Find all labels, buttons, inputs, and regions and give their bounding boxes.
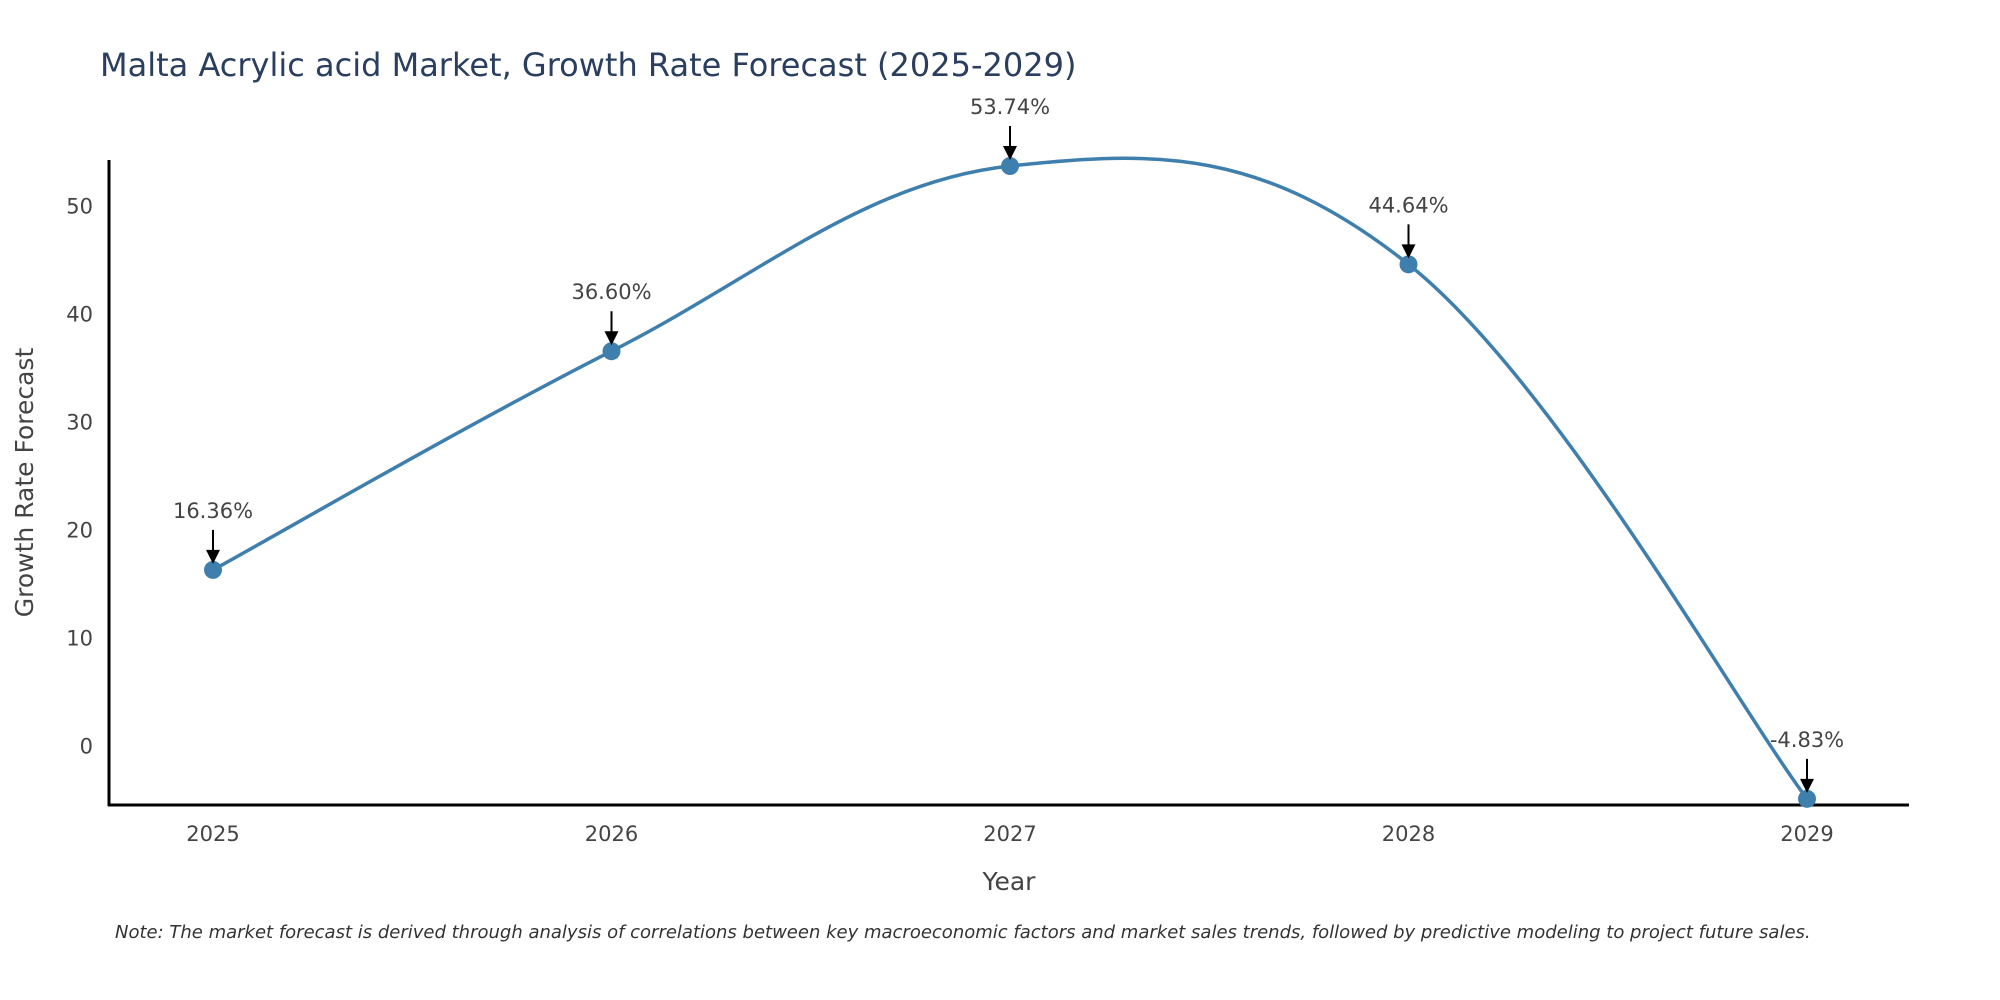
footnote: Note: The market forecast is derived thr… <box>115 922 1811 943</box>
series-layer <box>204 156 1816 808</box>
data-point <box>1798 789 1816 808</box>
annotation-arrowhead <box>1800 778 1814 793</box>
y-tick-label: 0 <box>80 735 93 759</box>
x-tick-label: 2028 <box>1382 822 1435 846</box>
chart-title: Malta Acrylic acid Market, Growth Rate F… <box>100 46 1077 84</box>
y-axis-title: Growth Rate Forecast <box>10 348 39 618</box>
y-tick-label: 20 <box>66 519 93 543</box>
series-line <box>212 156 1809 800</box>
x-axis-title: Year <box>982 867 1037 896</box>
annotation-arrowhead <box>1003 146 1017 161</box>
data-point <box>602 342 621 361</box>
annotation-arrowhead <box>604 331 619 346</box>
data-label: 44.64% <box>1368 193 1448 217</box>
annotation-arrowhead <box>206 549 220 564</box>
annotation-arrowhead <box>1401 244 1416 259</box>
x-tick-label: 2027 <box>983 822 1036 846</box>
y-tick-label: 10 <box>66 627 93 651</box>
y-tick-label: 30 <box>66 411 93 435</box>
x-tick-label: 2025 <box>186 822 239 846</box>
y-tick-label: 50 <box>66 194 93 218</box>
data-label: 53.74% <box>970 95 1050 119</box>
data-label: -4.83% <box>1770 728 1844 752</box>
data-point <box>204 560 222 579</box>
axes-layer: 0 10 20 30 40 50 2025 2026 2027 2028 2029 Year Growt… <box>10 160 1909 896</box>
data-point <box>1001 157 1019 176</box>
x-tick-label: 2026 <box>585 822 638 846</box>
data-label: 16.36% <box>173 499 253 523</box>
y-tick-label: 40 <box>66 302 93 326</box>
data-label: 36.60% <box>571 280 651 304</box>
annotation-layer: 16.36% 36.60% 53.74% 44.64% -4.83% <box>173 95 1844 793</box>
x-tick-label: 2029 <box>1780 822 1833 846</box>
data-point <box>1399 255 1418 274</box>
